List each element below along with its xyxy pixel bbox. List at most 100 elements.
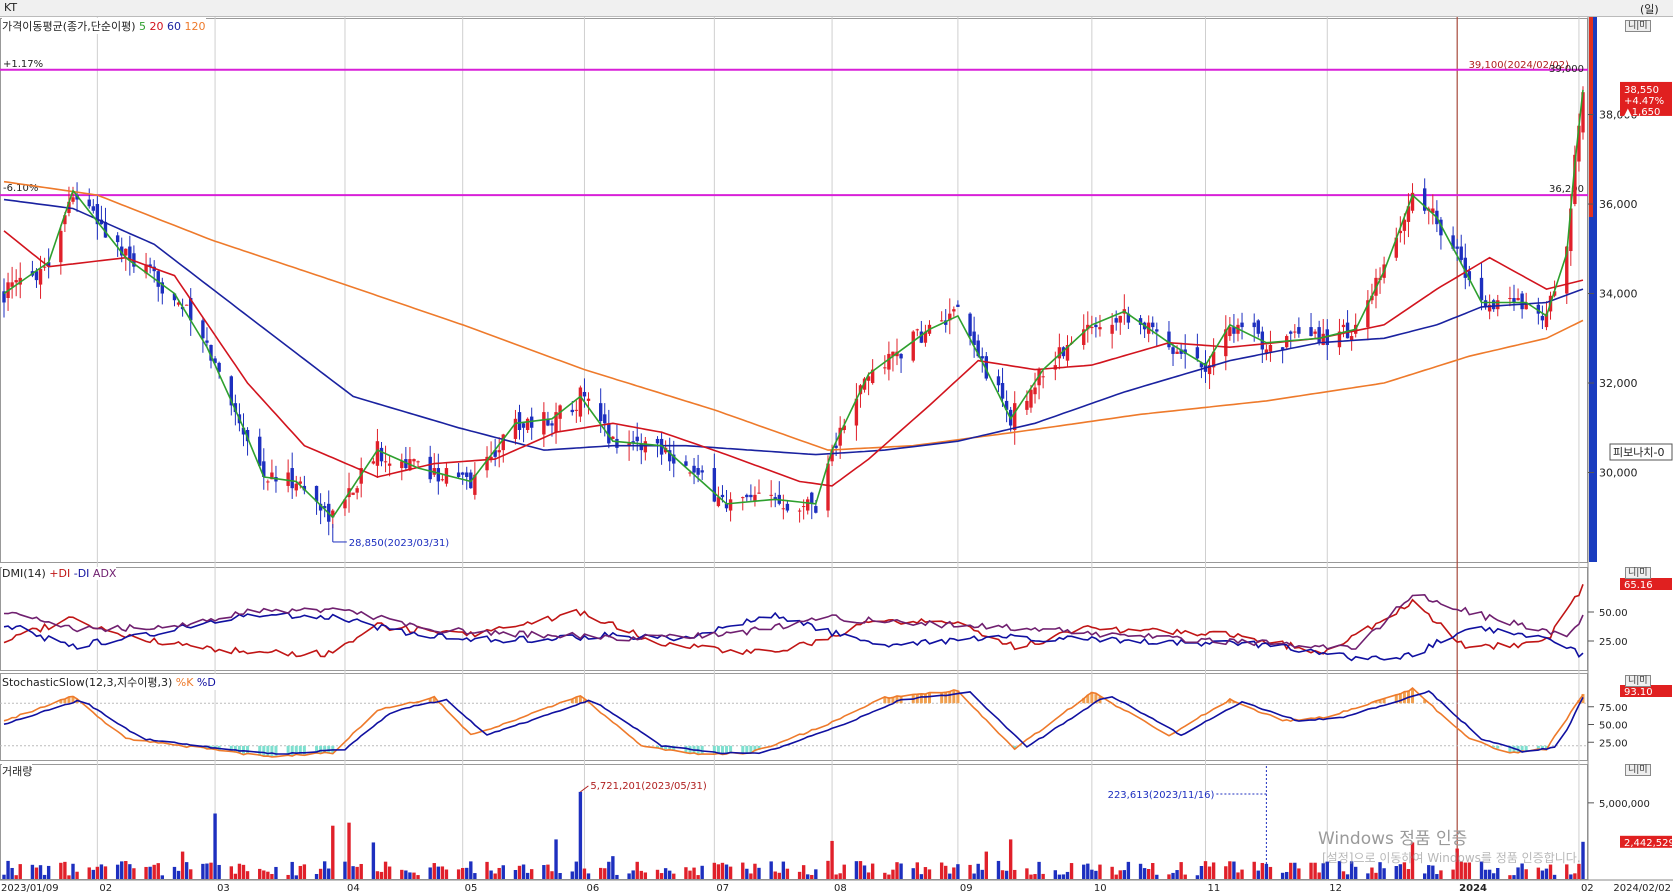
candle-body-95 (542, 412, 546, 435)
volume-bar-136 (773, 871, 777, 879)
candle-body-258 (1463, 257, 1467, 278)
volume-bar-107 (607, 861, 611, 879)
volume-bar-28 (156, 863, 160, 879)
candle-body-13 (71, 197, 75, 202)
volume-bar-245 (1394, 865, 1398, 879)
volume-bar-200 (1138, 863, 1143, 879)
candle-body-147 (834, 445, 838, 448)
volume-bar-113 (639, 870, 643, 879)
volume-bar-217 (1232, 861, 1236, 879)
volume-bar-64 (359, 863, 363, 879)
volume-bar-81 (460, 867, 465, 879)
volume-bar-125 (712, 862, 717, 879)
stoch-tick-label-2: 25.00 (1599, 738, 1628, 749)
volume-bar-275 (1565, 864, 1569, 879)
dmi-pane-label: DMI(14) +DI -DI ADX (2, 567, 117, 580)
x-tick-label-2: 03 (217, 883, 230, 892)
candle-body-38 (213, 358, 217, 363)
volume-bar-157 (891, 869, 895, 879)
dmi-pane-title: DMI(14) (2, 567, 46, 580)
volume-bar-63 (355, 866, 359, 879)
volume-bar-7 (38, 865, 43, 879)
candle-body-26 (148, 264, 152, 267)
volume-bar-124 (700, 865, 704, 879)
window-header: KT (일) (0, 0, 1673, 17)
volume-bar-204 (1155, 874, 1159, 879)
candle-body-163 (923, 331, 928, 343)
minus-di-label: -DI (73, 567, 90, 580)
volume-bar-0 (2, 874, 6, 879)
volume-bar-98 (554, 839, 558, 879)
volume-bar-191 (1086, 863, 1090, 879)
volume-pane-title: 거래량 (2, 765, 33, 778)
candle-body-81 (460, 472, 465, 475)
volume-bar-75 (428, 867, 432, 879)
watermark-title: Windows 정품 인증 (1318, 829, 1468, 849)
volume-bar-101 (574, 861, 579, 879)
volume-bar-40 (229, 866, 234, 879)
volume-bar-254 (1439, 870, 1443, 879)
candle-body-91 (517, 412, 522, 430)
volume-bar-258 (1463, 862, 1467, 879)
volume-bar-279 (1581, 841, 1585, 879)
current-price-badge (1620, 81, 1672, 116)
candle-body-131 (745, 494, 749, 498)
low-label: 28,850(2023/03/31) (349, 538, 450, 549)
candle-body-269 (1524, 302, 1528, 310)
volume-bar-188 (1065, 871, 1070, 879)
candle-body-11 (63, 215, 67, 225)
volume-bar-45 (258, 868, 262, 879)
volume-bar-66 (375, 871, 380, 879)
dmi-pane-control[interactable]: 니|미 (1625, 567, 1651, 579)
volume-bar-35 (201, 863, 205, 879)
candle-body-184 (1041, 376, 1045, 378)
candle-body-179 (1013, 403, 1017, 430)
price-tick-label-1: 32,000 (1599, 377, 1638, 390)
volume-bar-3 (14, 875, 18, 879)
volume-bar-221 (1256, 870, 1260, 879)
candle-body-180 (1025, 400, 1029, 410)
volume-bar-168 (952, 867, 956, 879)
candle-body-257 (1459, 246, 1463, 260)
price-pane-label: 가격이동평균(종가,단순이평) 5 20 60 120 (2, 18, 206, 34)
volume-bar-203 (1151, 863, 1155, 879)
candle-body-113 (639, 443, 643, 451)
candle-body-138 (781, 508, 786, 510)
volume-bar-51 (290, 861, 294, 879)
volume-bar-104 (586, 873, 591, 879)
candle-body-85 (485, 456, 489, 471)
candle-body-271 (1540, 315, 1545, 321)
candle-body-203 (1151, 322, 1155, 328)
volume-bar-95 (542, 865, 546, 879)
volume-pane-control[interactable]: 니|미 (1625, 764, 1651, 776)
volume-bar-59 (331, 825, 335, 879)
candle-body-183 (1037, 369, 1041, 386)
candle-body-268 (1520, 293, 1524, 310)
volume-bar-44 (245, 871, 250, 879)
candle-body-103 (582, 391, 587, 397)
price-pane-control[interactable]: 니|미 (1625, 20, 1651, 32)
candle-body-260 (1479, 277, 1484, 301)
candle-body-55 (314, 485, 319, 502)
volume-bar-84 (473, 873, 477, 879)
candle-body-220 (1252, 322, 1256, 328)
x-tick-label-14: 2024/02/02 (1613, 883, 1671, 892)
candle-body-104 (586, 398, 591, 401)
volume-bar-61 (347, 822, 351, 879)
stoch-pane-control[interactable]: 니|미 (1625, 675, 1651, 687)
candle-body-118 (668, 450, 672, 462)
candle-body-155 (883, 367, 887, 369)
volume-bar-103 (582, 868, 587, 879)
volume-bar-62 (351, 866, 355, 879)
candle-body-108 (611, 436, 615, 439)
x-tick-label-4: 05 (465, 883, 478, 892)
volume-bar-278 (1577, 863, 1581, 879)
volume-bar-57 (322, 861, 327, 879)
volume-bar-238 (1349, 861, 1354, 879)
volume-bar-211 (1199, 866, 1204, 879)
volume-bar-260 (1479, 861, 1484, 879)
candle-body-246 (1398, 230, 1403, 234)
volume-bar-106 (603, 868, 607, 879)
volume-bar-206 (1171, 872, 1175, 879)
